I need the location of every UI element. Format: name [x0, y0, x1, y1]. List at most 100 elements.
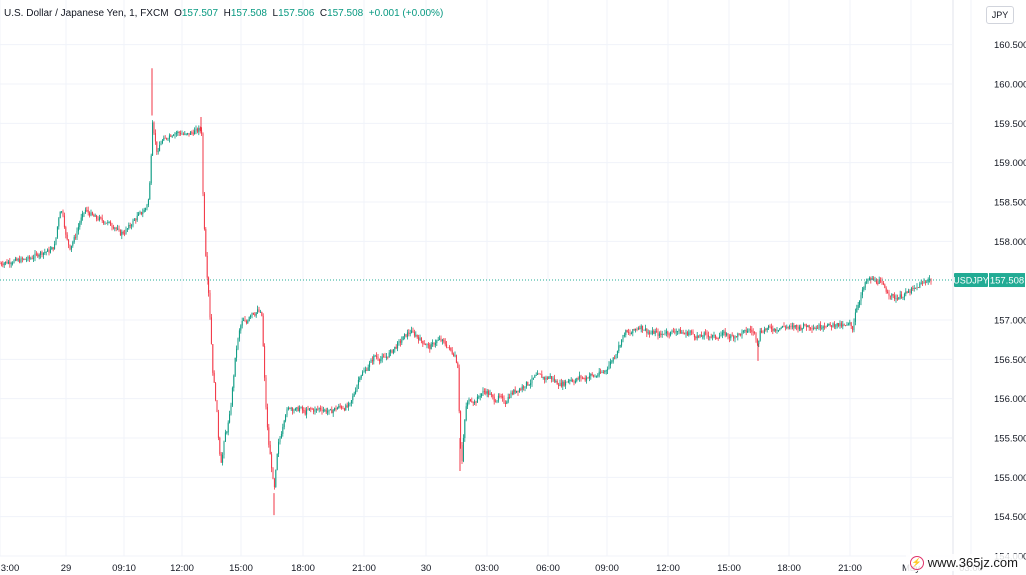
candle-body: [20, 258, 22, 263]
candle-body: [926, 281, 928, 283]
candle-body: [730, 335, 732, 339]
candle-body: [485, 391, 487, 394]
candle-body: [874, 279, 876, 281]
candle-body: [399, 341, 401, 343]
candle-body: [570, 379, 572, 381]
candle-body: [23, 258, 25, 260]
candle-body: [100, 217, 102, 219]
candle-body: [353, 393, 355, 397]
candle-body: [383, 356, 385, 358]
candle-body: [696, 335, 698, 339]
time-axis[interactable]: 3:00 29 09:10 12:00 15:00 18:00 21:00 30 03:00 06…: [1, 563, 983, 574]
symbol-title[interactable]: U.S. Dollar / Japanese Yen, 1, FXCM: [4, 8, 169, 19]
candle-body: [754, 331, 756, 333]
candle-body: [236, 348, 238, 358]
low-label: L: [272, 8, 279, 19]
candle-body: [97, 218, 99, 220]
candle-body: [82, 213, 84, 218]
candle-body: [497, 395, 499, 401]
candle-body: [111, 225, 113, 228]
candle-body: [742, 330, 744, 332]
x-tick-label: 18:00: [777, 563, 801, 574]
candle-body: [558, 384, 560, 386]
candle-body: [6, 261, 8, 264]
candle-body: [927, 279, 929, 282]
candle-body: [51, 247, 53, 250]
candle-body: [307, 409, 309, 411]
candle-body: [758, 340, 760, 344]
candle-body: [38, 254, 40, 257]
candle-body: [355, 390, 357, 394]
high-label: H: [223, 8, 231, 19]
candle-body: [430, 343, 432, 350]
candle-body: [873, 278, 875, 281]
candle-body: [710, 336, 712, 338]
candle-body: [864, 282, 866, 288]
candle-body: [142, 212, 144, 214]
candle-body: [770, 326, 772, 330]
candle-body: [335, 407, 337, 410]
candle-body: [174, 133, 176, 136]
candle-body: [356, 385, 358, 391]
candle-body: [566, 381, 568, 383]
candle-body: [371, 359, 373, 362]
candle-body: [546, 377, 548, 379]
y-tick-label: 155.500: [994, 434, 1026, 445]
candle-body: [887, 291, 889, 294]
currency-button[interactable]: JPY: [986, 6, 1014, 24]
candle-body: [590, 373, 592, 376]
open-label: O: [174, 8, 182, 19]
candle-body: [237, 338, 239, 349]
candle-body: [453, 353, 455, 357]
candle-body: [161, 140, 163, 144]
candle-body: [325, 409, 327, 413]
candle-body: [381, 356, 383, 360]
candle-body: [132, 220, 134, 226]
candle-body: [329, 409, 331, 411]
candle-body: [61, 211, 63, 213]
candle-body: [693, 334, 695, 338]
candle-body: [761, 330, 763, 333]
candle-body: [279, 438, 281, 442]
candle-body: [699, 334, 701, 337]
candle-body: [300, 407, 302, 408]
candle-body: [749, 329, 751, 330]
candle-body: [896, 298, 898, 300]
candle-body: [769, 326, 771, 327]
candle-body: [917, 287, 919, 288]
candle-body: [517, 390, 519, 393]
candle-body: [194, 130, 196, 135]
candle-body: [75, 237, 77, 238]
candle-body: [173, 135, 175, 137]
candle-body: [899, 294, 901, 298]
x-tick-label: 12:00: [656, 563, 680, 574]
candle-body: [140, 211, 142, 214]
candle-body: [721, 332, 723, 336]
candle-body: [212, 344, 214, 373]
candle-body: [510, 392, 512, 398]
x-tick-label: 21:00: [838, 563, 862, 574]
candle-body: [791, 325, 793, 327]
candle-body: [553, 378, 555, 382]
candle-body: [623, 335, 625, 336]
candle-body: [724, 331, 726, 336]
candle-body: [460, 411, 462, 446]
change-value: +0.001 (+0.00%): [368, 8, 444, 19]
candle-body: [503, 397, 505, 403]
candle-body: [441, 339, 443, 342]
candle-body: [685, 332, 687, 335]
candle-body: [84, 209, 86, 213]
candle-body: [54, 244, 56, 250]
candle-body: [167, 138, 169, 140]
candle-body: [688, 332, 690, 336]
candle-body: [166, 138, 168, 140]
price-axis[interactable]: 160.500 160.000 159.500 159.000 158.500 158.0…: [952, 0, 1026, 575]
candle-body: [493, 396, 495, 402]
candle-body: [188, 133, 190, 135]
candle-body: [642, 325, 644, 330]
candle-body: [27, 256, 29, 260]
candle-body: [357, 380, 359, 386]
candle-body: [185, 133, 187, 135]
candle-body: [348, 403, 350, 407]
